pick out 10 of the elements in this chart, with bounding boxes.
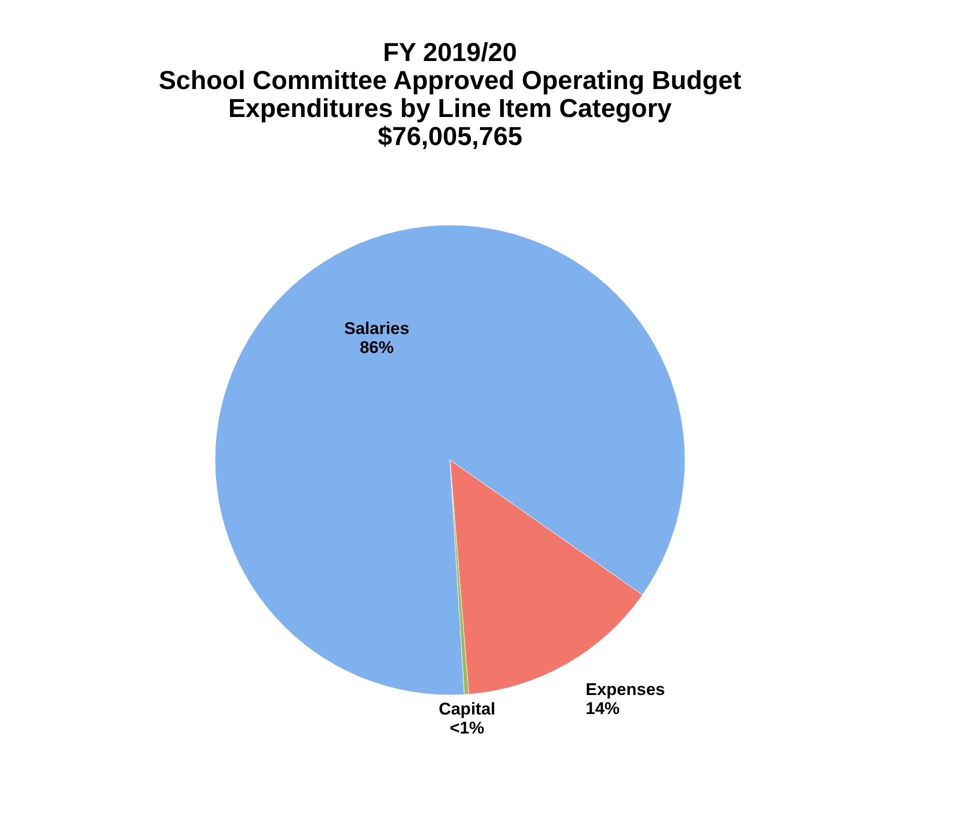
- text: FY 2019/20: [383, 37, 517, 67]
- slice-label: Salaries: [344, 319, 410, 338]
- slice-label: Capital: [438, 699, 496, 718]
- text: School Committee Approved Operating Budget: [158, 65, 742, 95]
- text: Expenditures by Line Item Category: [228, 93, 672, 123]
- data-label: <1%: [450, 718, 484, 738]
- data-label: 14%: [586, 699, 620, 718]
- slice-label: Expenses: [586, 680, 666, 700]
- text: $76,005,765: [378, 121, 522, 151]
- data-label: 86%: [360, 338, 394, 358]
